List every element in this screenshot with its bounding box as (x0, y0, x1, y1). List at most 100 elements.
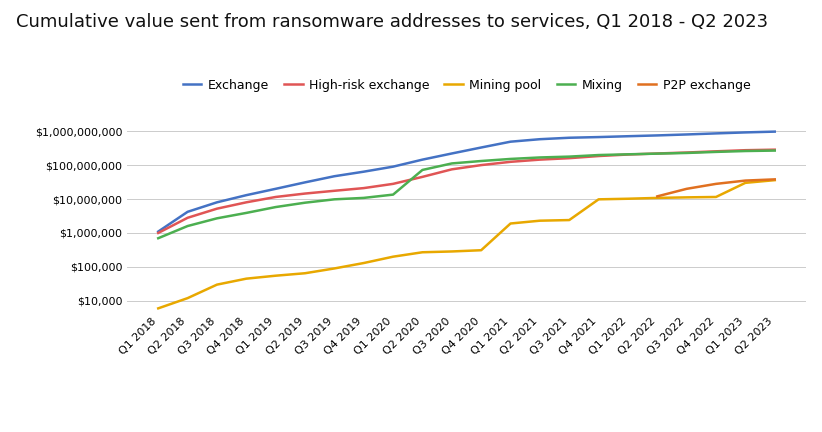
High-risk exchange (388, 181, 398, 187)
Exchange (653, 133, 663, 138)
Mixing (182, 223, 192, 229)
P2P exchange (653, 194, 663, 199)
Mining pool (741, 180, 750, 185)
Text: Cumulative value sent from ransomware addresses to services, Q1 2018 - Q2 2023: Cumulative value sent from ransomware ad… (16, 13, 769, 31)
Line: High-risk exchange: High-risk exchange (158, 149, 774, 233)
Exchange (623, 133, 633, 139)
High-risk exchange (300, 191, 310, 196)
Mixing (476, 159, 486, 164)
Mixing (741, 149, 750, 154)
Mining pool (711, 194, 721, 200)
High-risk exchange (506, 159, 515, 165)
P2P exchange (741, 178, 750, 183)
Mining pool (564, 217, 574, 222)
Mixing (388, 192, 398, 197)
P2P exchange (681, 186, 691, 191)
P2P exchange (711, 181, 721, 187)
Line: Mixing: Mixing (158, 151, 774, 238)
Mining pool (681, 195, 691, 200)
Mixing (564, 154, 574, 159)
Legend: Exchange, High-risk exchange, Mining pool, Mixing, P2P exchange: Exchange, High-risk exchange, Mining poo… (178, 74, 755, 97)
Exchange (447, 151, 457, 156)
Mixing (653, 151, 663, 156)
Mining pool (476, 248, 486, 253)
Mixing (506, 156, 515, 162)
Exchange (476, 145, 486, 150)
Exchange (358, 169, 368, 174)
Exchange (182, 209, 192, 214)
Mining pool (447, 249, 457, 254)
High-risk exchange (681, 150, 691, 155)
Exchange (153, 229, 163, 234)
Mixing (270, 204, 280, 210)
High-risk exchange (741, 148, 750, 153)
Exchange (270, 186, 280, 191)
Mining pool (270, 273, 280, 278)
Exchange (769, 129, 779, 134)
Exchange (564, 135, 574, 140)
Exchange (741, 130, 750, 135)
High-risk exchange (769, 147, 779, 152)
Mixing (300, 200, 310, 205)
Mining pool (418, 250, 427, 255)
Mining pool (593, 197, 603, 202)
Mixing (153, 235, 163, 241)
Exchange (300, 180, 310, 185)
Mixing (242, 210, 252, 216)
Exchange (711, 131, 721, 136)
High-risk exchange (447, 167, 457, 172)
Mining pool (388, 254, 398, 259)
Mining pool (769, 178, 779, 183)
Exchange (330, 174, 339, 179)
High-risk exchange (270, 194, 280, 200)
Mixing (711, 149, 721, 155)
Mixing (535, 155, 545, 160)
High-risk exchange (153, 230, 163, 235)
High-risk exchange (330, 188, 339, 194)
High-risk exchange (212, 206, 222, 211)
High-risk exchange (418, 174, 427, 179)
High-risk exchange (623, 152, 633, 157)
Mining pool (535, 218, 545, 223)
Exchange (388, 164, 398, 169)
Mixing (447, 161, 457, 166)
Mixing (769, 148, 779, 153)
High-risk exchange (182, 215, 192, 220)
Exchange (418, 157, 427, 162)
Mixing (681, 150, 691, 156)
Mining pool (153, 306, 163, 311)
Mixing (212, 216, 222, 221)
Exchange (593, 134, 603, 140)
High-risk exchange (711, 149, 721, 154)
Mixing (418, 167, 427, 172)
Line: P2P exchange: P2P exchange (658, 179, 774, 197)
High-risk exchange (535, 157, 545, 162)
Mixing (623, 152, 633, 157)
Mining pool (330, 266, 339, 271)
High-risk exchange (653, 151, 663, 156)
Mining pool (653, 195, 663, 200)
Exchange (681, 132, 691, 137)
Mixing (330, 197, 339, 202)
Exchange (506, 139, 515, 144)
Mining pool (623, 196, 633, 201)
Exchange (212, 200, 222, 205)
Exchange (242, 193, 252, 198)
Mixing (593, 152, 603, 158)
P2P exchange (769, 177, 779, 182)
High-risk exchange (358, 185, 368, 191)
High-risk exchange (564, 156, 574, 161)
Line: Exchange: Exchange (158, 132, 774, 232)
Mining pool (212, 282, 222, 287)
Mining pool (358, 260, 368, 266)
Mining pool (182, 295, 192, 301)
High-risk exchange (593, 153, 603, 159)
Mixing (358, 195, 368, 200)
High-risk exchange (242, 200, 252, 205)
High-risk exchange (476, 162, 486, 168)
Exchange (535, 137, 545, 142)
Mining pool (506, 221, 515, 226)
Line: Mining pool: Mining pool (158, 180, 774, 308)
Mining pool (300, 271, 310, 276)
Mining pool (242, 276, 252, 281)
